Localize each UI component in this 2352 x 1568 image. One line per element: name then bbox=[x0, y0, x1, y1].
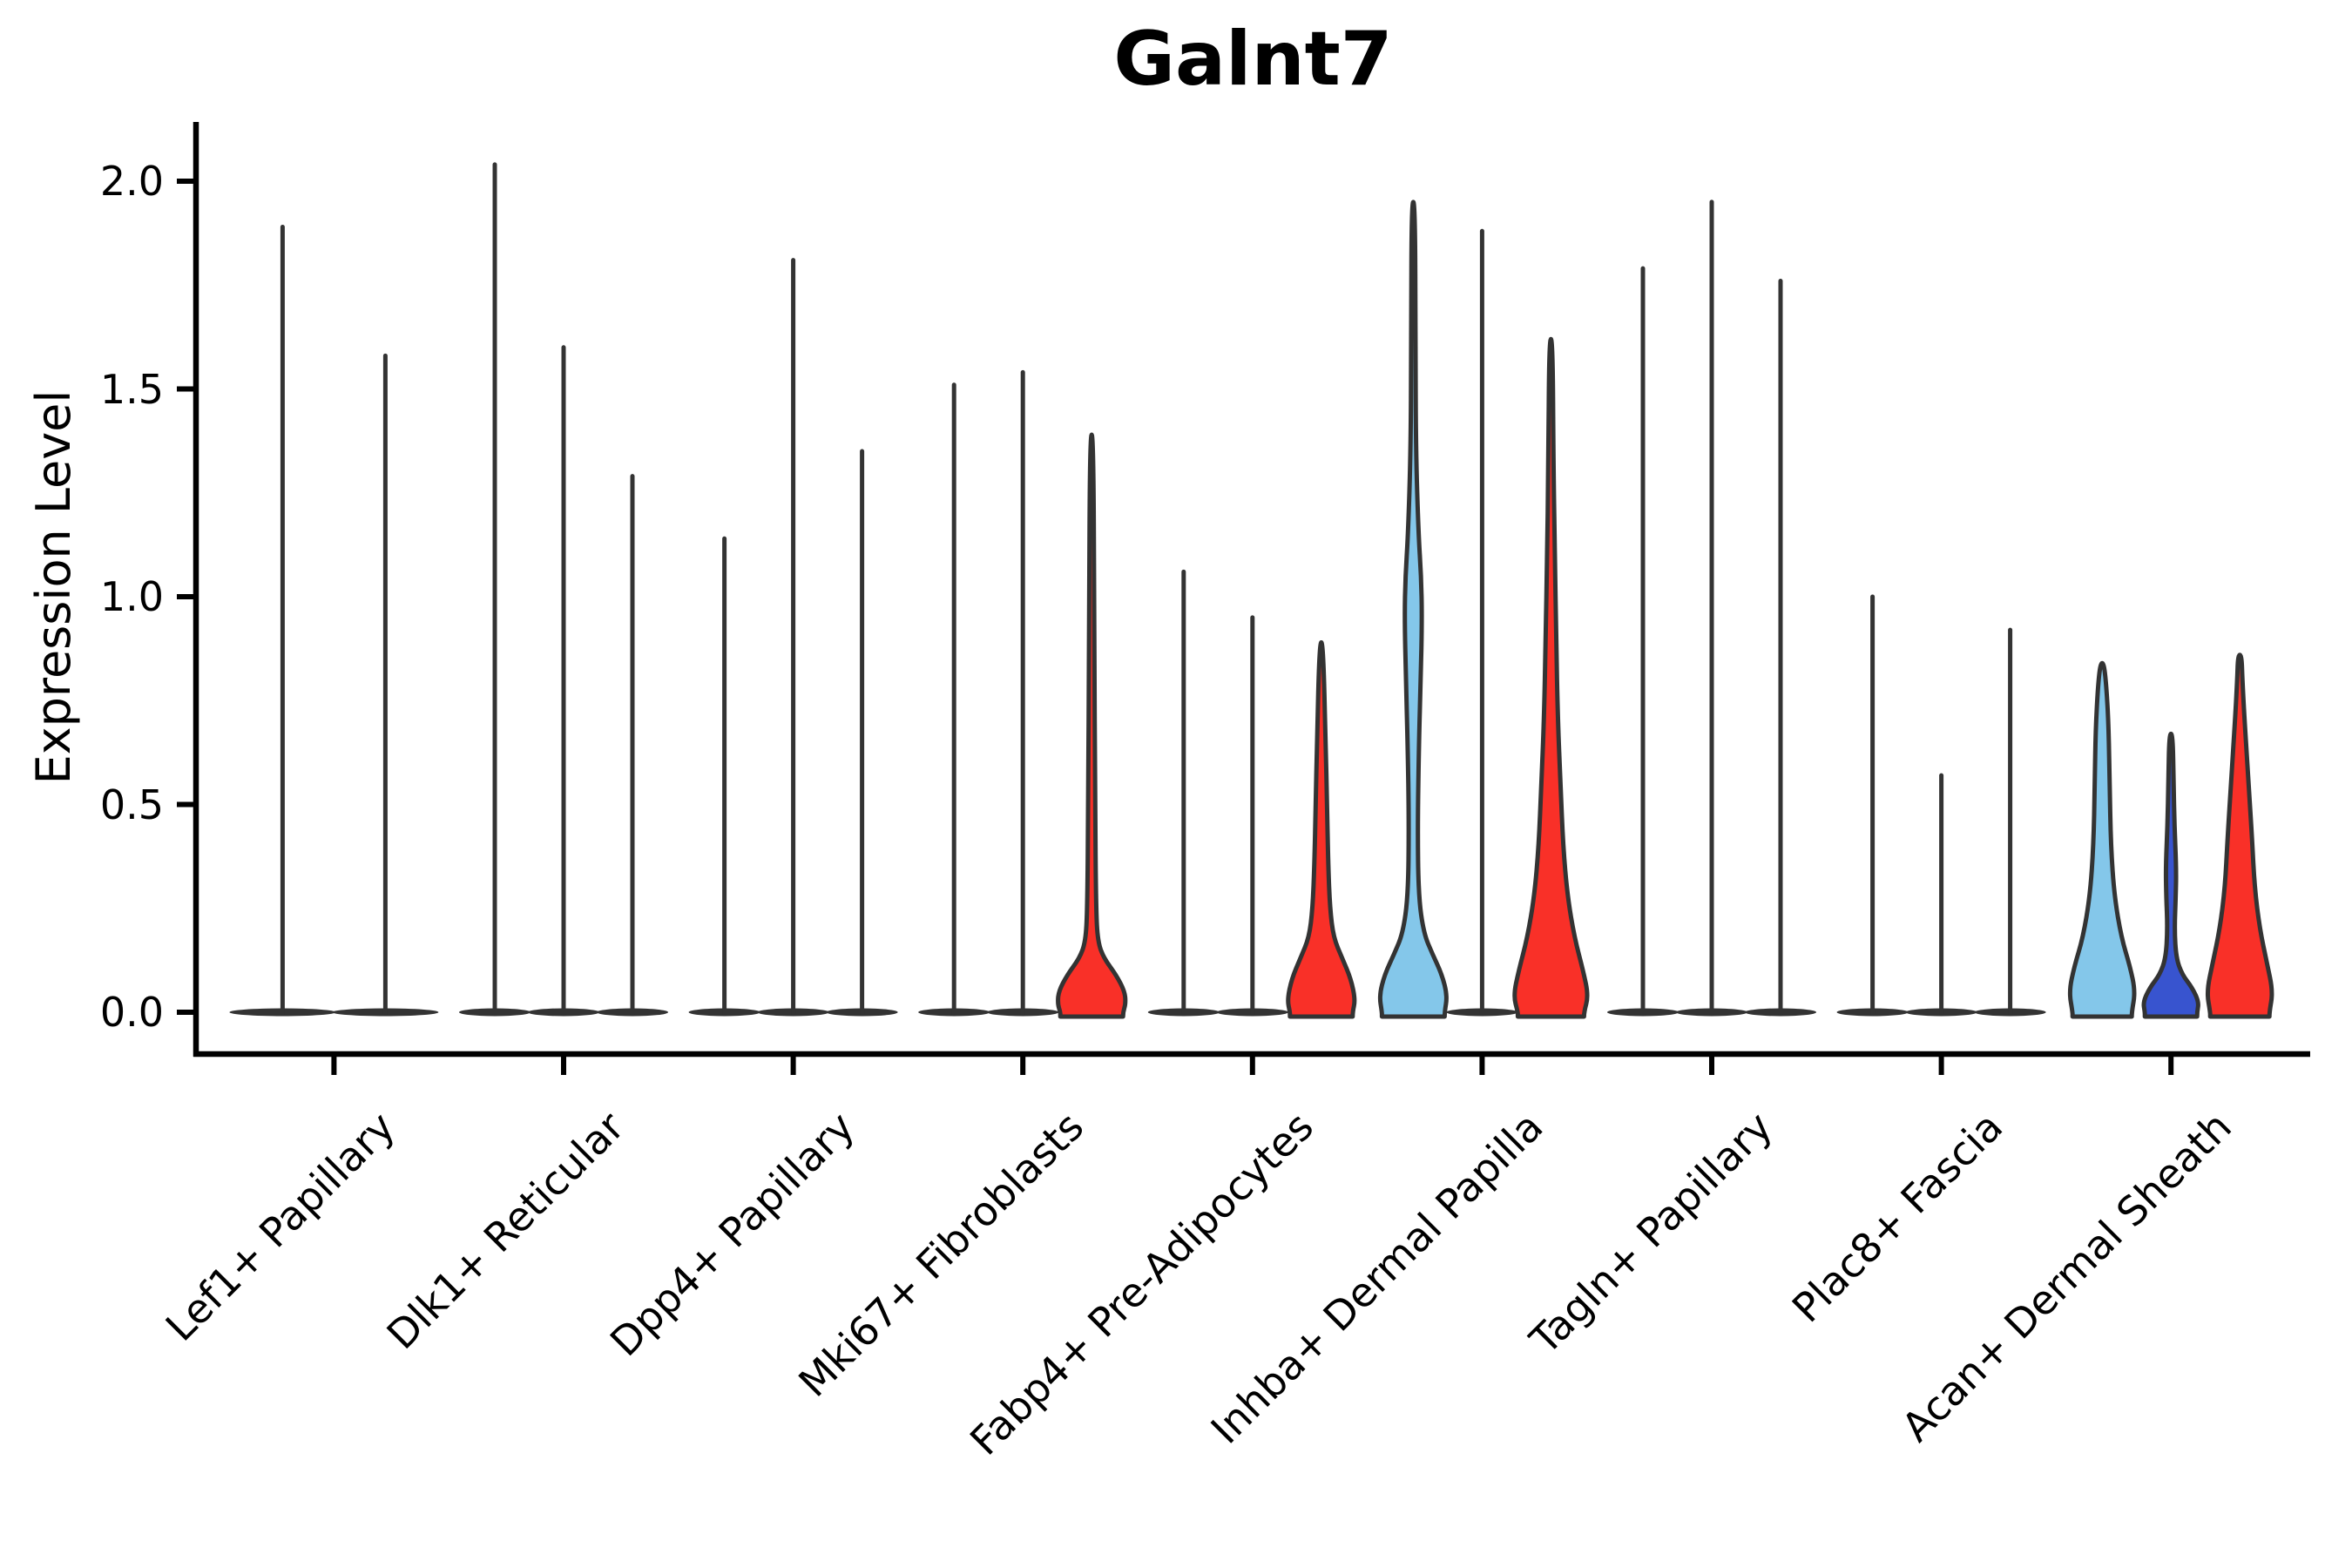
y-tick-label: 0.0 bbox=[99, 989, 164, 1036]
y-tick-label: 0.5 bbox=[99, 781, 164, 828]
violin-red bbox=[1286, 640, 1357, 1019]
violin-red bbox=[1056, 432, 1128, 1019]
y-tick-label: 1.5 bbox=[99, 365, 164, 413]
violin-blue bbox=[2141, 731, 2200, 1019]
violin-red bbox=[2205, 652, 2274, 1019]
chart-title: Galnt7 bbox=[1113, 16, 1393, 103]
violin-lightblue bbox=[1377, 199, 1449, 1019]
y-tick-label: 2.0 bbox=[99, 158, 164, 205]
violin-red bbox=[1512, 336, 1590, 1019]
y-tick-label: 1.0 bbox=[99, 573, 164, 620]
violin-lightblue bbox=[2067, 660, 2137, 1019]
